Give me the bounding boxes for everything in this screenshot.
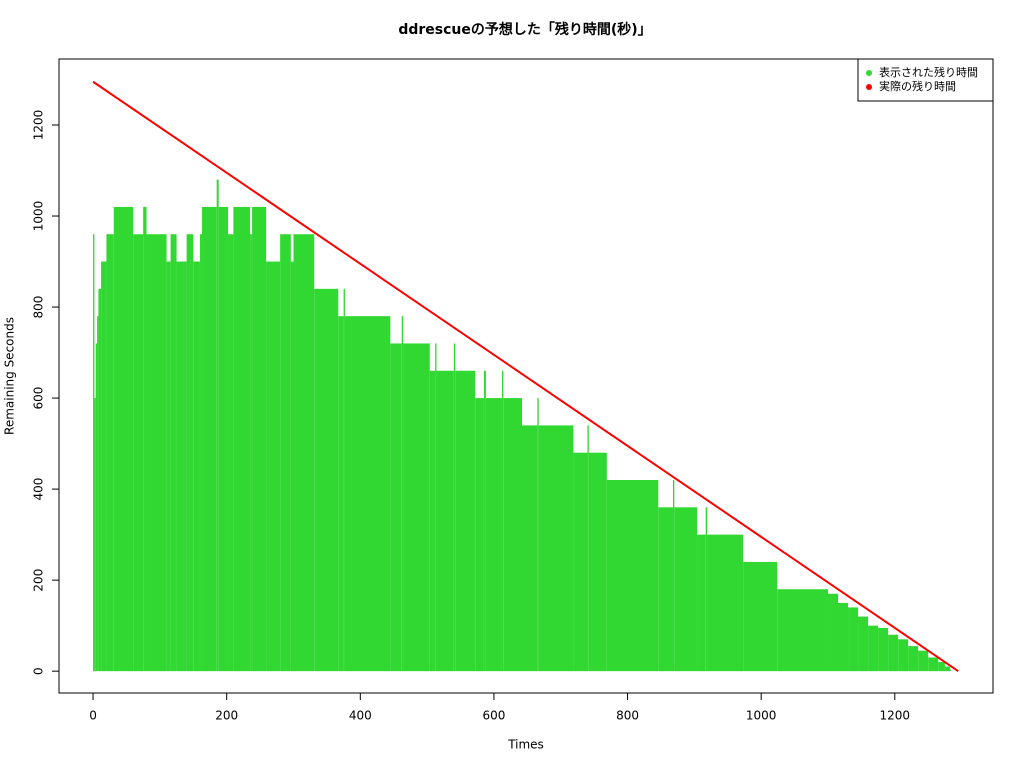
y-axis-label: Remaining Seconds [3,317,17,435]
bar [338,316,344,672]
bar [266,261,281,672]
bar [938,662,945,672]
bar [201,206,217,672]
bar [475,398,484,672]
x-tick-label: 600 [482,709,505,723]
x-tick-label: 800 [616,709,639,723]
bar [697,534,706,672]
bar [233,206,251,672]
legend-label: 表示された残り時間 [879,65,978,79]
bar [436,370,454,672]
bar [401,316,404,672]
legend-swatch [866,84,872,90]
bar [94,398,96,672]
y-tick-label: 600 [32,387,46,410]
y-tick-label: 200 [32,569,46,592]
bar [293,234,315,672]
bar [344,316,391,672]
bar [483,370,486,672]
bar [537,398,539,672]
y-tick-label: 400 [32,478,46,501]
bar [193,261,200,672]
bar [199,234,202,672]
bar [95,343,98,672]
bar [133,234,144,672]
bar [538,425,574,672]
bar [838,602,849,672]
y-tick-label: 1000 [32,201,46,232]
bar [250,234,253,672]
bar [252,206,267,672]
bar [228,234,234,672]
bar [143,206,147,672]
bar [290,261,294,672]
step-bars [93,179,952,672]
bar [218,206,229,672]
bar [166,261,171,672]
bar [827,593,839,672]
x-tick-label: 200 [215,709,238,723]
bar [573,452,588,672]
bar [928,657,939,672]
bar [848,607,859,672]
x-tick-label: 0 [89,709,97,723]
bar [588,452,607,672]
bar [453,343,456,672]
bar [314,288,339,672]
x-tick-label: 1000 [746,709,777,723]
bar [888,634,899,672]
bar [521,425,538,672]
bar [106,234,114,672]
bar [503,398,522,672]
bar [944,666,951,672]
bar [485,398,502,672]
line [92,80,959,672]
bar [908,646,919,672]
bar [146,234,167,672]
bar [878,627,889,672]
bar [501,370,504,672]
bar [216,179,219,672]
x-axis-label: Times [507,738,544,752]
bar [707,534,744,672]
bar [898,639,909,672]
bar [98,288,102,672]
bar [280,234,291,672]
bar [743,561,778,672]
bar [113,206,134,672]
bar [658,507,673,672]
bar [918,650,929,672]
legend-label: 実際の残り時間 [879,79,956,93]
y-tick-label: 0 [32,667,46,675]
y-tick-label: 1200 [32,110,46,141]
bar [777,589,828,672]
bar [93,234,95,672]
bar [170,234,177,672]
bar [674,507,698,672]
bar [868,625,879,672]
x-tick-label: 1200 [880,709,911,723]
bar [950,669,952,672]
bar [858,616,869,672]
bar [97,316,99,672]
bar [186,234,194,672]
bar [455,370,476,672]
bar [435,343,437,672]
bar [403,343,430,672]
chart-title: ddrescueの予想した「残り時間(秒)」 [398,21,651,38]
bar [606,479,659,672]
bar [705,507,708,672]
y-tick-label: 800 [32,296,46,319]
bar [429,370,436,672]
bar [101,261,107,672]
bar [343,288,345,672]
x-tick-label: 400 [349,709,372,723]
bar [390,343,402,672]
bar [672,479,675,672]
bar [587,425,589,672]
bar [176,261,187,672]
legend-box [857,58,994,102]
legend-swatch [866,70,872,76]
